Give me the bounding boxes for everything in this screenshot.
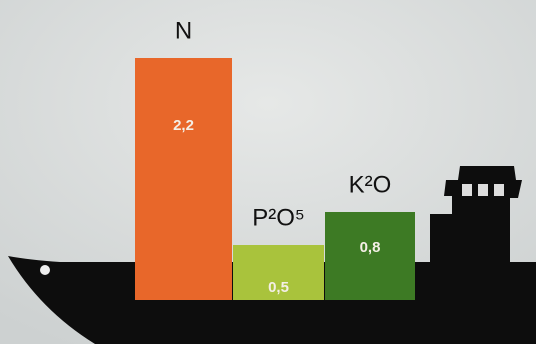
- value-label: 0,8: [360, 239, 381, 256]
- ship-window: [494, 184, 504, 196]
- ship-window: [478, 184, 488, 196]
- bar: [135, 58, 232, 300]
- ship-window: [462, 184, 472, 196]
- porthole: [40, 265, 50, 275]
- category-label: K²O: [349, 171, 392, 198]
- bar: [233, 245, 324, 300]
- category-label: N: [175, 17, 192, 44]
- value-label: 2,2: [173, 117, 194, 134]
- category-label: P²O⁵: [252, 204, 305, 231]
- value-label: 0,5: [268, 279, 289, 296]
- bar: [325, 212, 415, 300]
